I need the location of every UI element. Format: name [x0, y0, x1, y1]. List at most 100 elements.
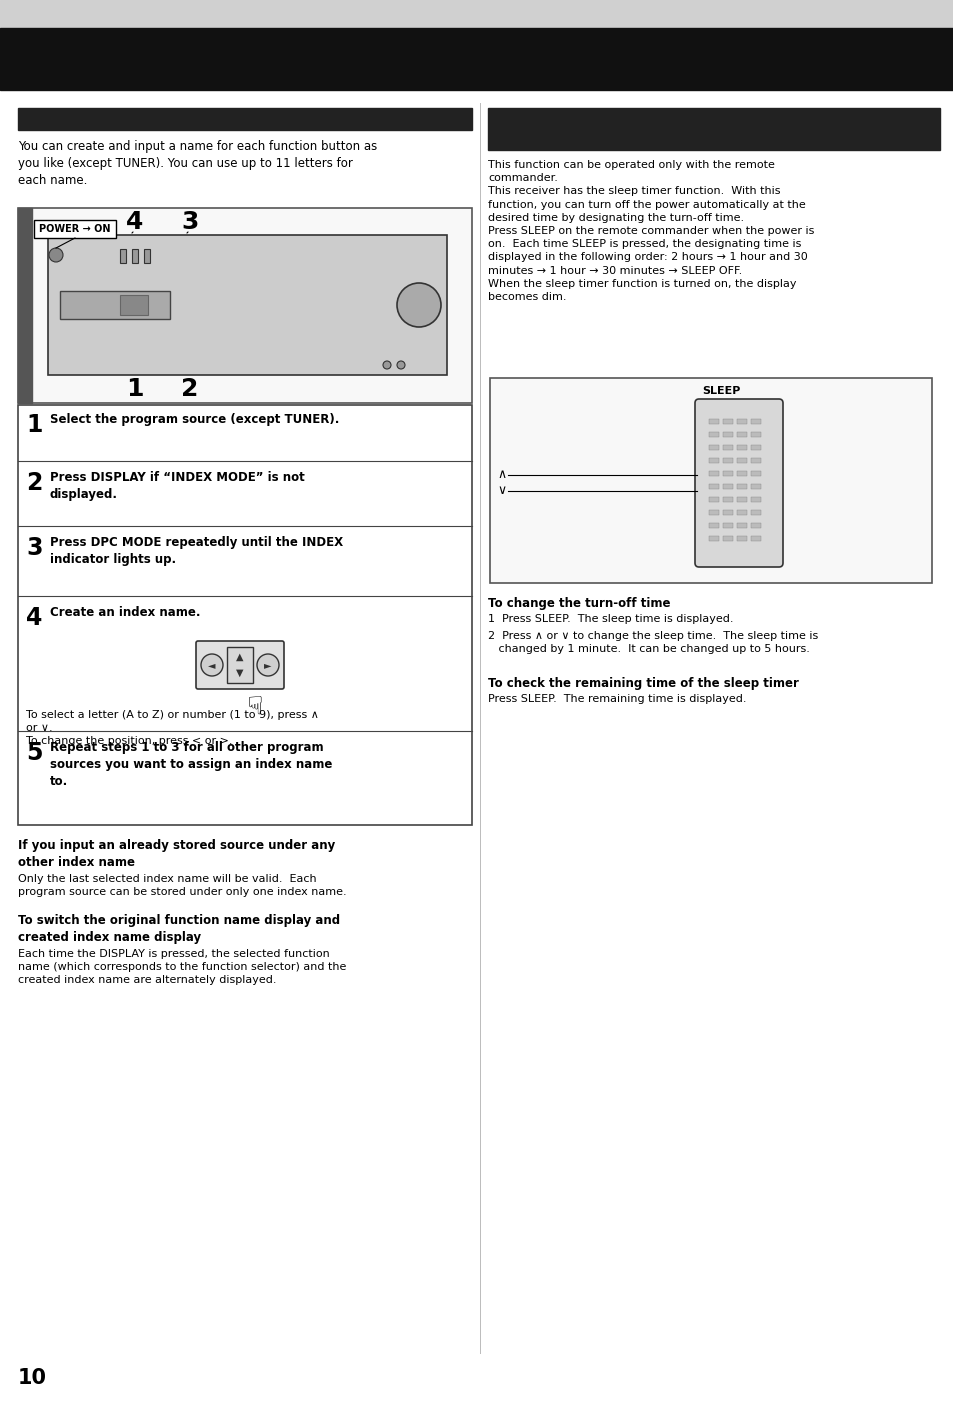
Text: SLEEP: SLEEP	[701, 386, 740, 396]
Bar	[120, 249, 126, 263]
Bar	[737, 485, 746, 489]
Bar	[18, 208, 472, 403]
Text: To select a letter (A to Z) or number (1 to 9), press ∧
or ∨.
To change the posi: To select a letter (A to Z) or number (1…	[26, 709, 318, 746]
Bar	[722, 471, 732, 476]
Bar	[708, 471, 719, 476]
Text: 4: 4	[126, 211, 144, 235]
Text: You can create and input a name for each function button as
you like (except TUN: You can create and input a name for each…	[18, 140, 376, 187]
Bar	[144, 249, 150, 263]
Bar	[708, 523, 719, 528]
Bar	[722, 458, 732, 463]
Text: 2: 2	[26, 471, 42, 495]
Bar	[750, 432, 760, 437]
Circle shape	[382, 360, 391, 369]
Bar	[722, 420, 732, 424]
Bar	[18, 107, 472, 130]
Bar	[722, 523, 732, 528]
Text: Labeling the Program Source: Labeling the Program Source	[24, 113, 229, 126]
Text: 2  Press ∧ or ∨ to change the sleep time.  The sleep time is
   changed by 1 min: 2 Press ∧ or ∨ to change the sleep time.…	[488, 632, 818, 654]
Circle shape	[201, 654, 223, 675]
Bar	[737, 420, 746, 424]
Text: To change the turn-off time: To change the turn-off time	[488, 598, 670, 610]
Text: 2: 2	[181, 377, 198, 401]
Text: 4: 4	[26, 606, 42, 630]
Bar	[750, 420, 760, 424]
Bar	[0, 0, 953, 28]
Text: 1: 1	[126, 377, 144, 401]
Bar	[120, 295, 148, 315]
Bar	[750, 523, 760, 528]
Text: ∧: ∧	[497, 469, 506, 482]
Bar	[737, 445, 746, 449]
Text: 10: 10	[18, 1368, 47, 1388]
Bar	[750, 497, 760, 502]
Bar	[708, 536, 719, 541]
Bar	[722, 536, 732, 541]
Bar	[708, 445, 719, 449]
Bar	[722, 497, 732, 502]
Text: 3: 3	[26, 536, 43, 560]
Bar	[708, 497, 719, 502]
Text: To switch the original function name display and
created index name display: To switch the original function name dis…	[18, 914, 340, 944]
Bar	[750, 471, 760, 476]
FancyBboxPatch shape	[195, 642, 284, 690]
Text: Press SLEEP.  The remaining time is displayed.: Press SLEEP. The remaining time is displ…	[488, 694, 745, 704]
Text: To check the remaining time of the sleep timer: To check the remaining time of the sleep…	[488, 677, 798, 690]
Bar	[708, 485, 719, 489]
Bar	[227, 647, 253, 682]
Bar	[737, 458, 746, 463]
Bar	[708, 432, 719, 437]
Bar	[737, 471, 746, 476]
Bar	[722, 485, 732, 489]
Bar	[132, 249, 138, 263]
Text: 3: 3	[181, 211, 198, 235]
Text: Listening to/Watching a Program Source: Listening to/Watching a Program Source	[16, 45, 680, 73]
Bar	[18, 208, 32, 403]
Bar	[737, 523, 746, 528]
Text: ►: ►	[264, 660, 272, 670]
Bar	[708, 458, 719, 463]
Bar	[722, 432, 732, 437]
FancyBboxPatch shape	[695, 398, 782, 567]
Bar	[737, 497, 746, 502]
Text: ▲: ▲	[236, 651, 244, 663]
Bar	[48, 235, 447, 374]
Text: This function can be operated only with the remote
commander.
This receiver has : This function can be operated only with …	[488, 160, 814, 302]
Bar	[708, 510, 719, 514]
Circle shape	[49, 249, 63, 261]
Text: Create an index name.: Create an index name.	[50, 606, 200, 619]
Bar	[708, 420, 719, 424]
Text: (The Sleep Timer Function): (The Sleep Timer Function)	[494, 134, 673, 147]
Bar	[737, 432, 746, 437]
Bar	[60, 291, 170, 319]
Bar	[18, 406, 472, 825]
Text: Each time the DISPLAY is pressed, the selected function
name (which corresponds : Each time the DISPLAY is pressed, the se…	[18, 950, 346, 985]
Text: Select the program source (except TUNER).: Select the program source (except TUNER)…	[50, 413, 339, 425]
Text: 1  Press SLEEP.  The sleep time is displayed.: 1 Press SLEEP. The sleep time is display…	[488, 615, 733, 625]
Text: ▼: ▼	[236, 668, 244, 678]
Text: 1: 1	[26, 413, 42, 437]
Bar	[722, 445, 732, 449]
Text: 5: 5	[26, 740, 43, 764]
Bar	[750, 458, 760, 463]
Bar	[750, 445, 760, 449]
Bar	[0, 28, 953, 90]
Bar	[737, 510, 746, 514]
Bar	[722, 510, 732, 514]
Text: If you input an already stored source under any
other index name: If you input an already stored source un…	[18, 839, 335, 869]
Text: POWER → ON: POWER → ON	[39, 225, 111, 235]
Bar	[750, 485, 760, 489]
Circle shape	[396, 360, 405, 369]
Bar	[750, 536, 760, 541]
Text: Repeat steps 1 to 3 for all other program
sources you want to assign an index na: Repeat steps 1 to 3 for all other progra…	[50, 740, 332, 788]
Text: ◄: ◄	[208, 660, 215, 670]
Circle shape	[396, 283, 440, 326]
Bar	[490, 379, 931, 584]
Bar	[750, 510, 760, 514]
Text: ∨: ∨	[497, 485, 506, 497]
Text: To Turn Off the Power at the Desired Time: To Turn Off the Power at the Desired Tim…	[494, 119, 773, 131]
Text: Only the last selected index name will be valid.  Each
program source can be sto: Only the last selected index name will b…	[18, 875, 346, 897]
Text: Press DPC MODE repeatedly until the INDEX
indicator lights up.: Press DPC MODE repeatedly until the INDE…	[50, 536, 343, 567]
Text: ☞: ☞	[237, 695, 262, 718]
Circle shape	[256, 654, 278, 675]
